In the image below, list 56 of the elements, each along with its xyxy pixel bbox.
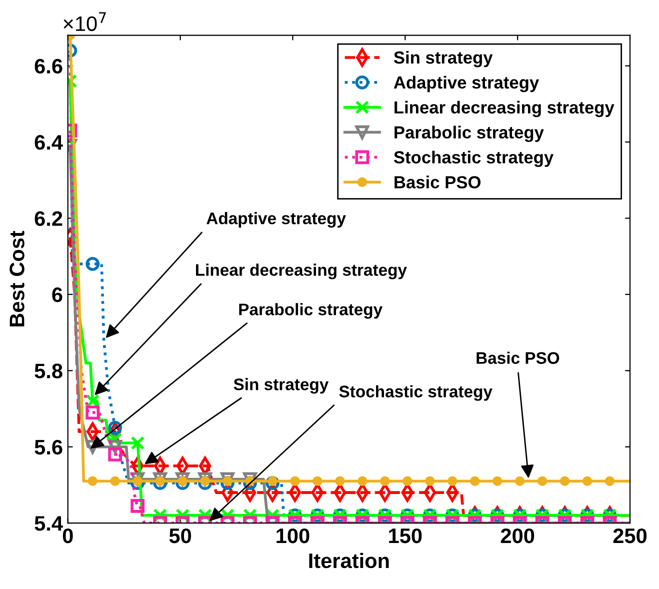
x-tick-label: 250 <box>613 528 647 544</box>
point <box>198 472 212 486</box>
y-tick-label: 5.6 <box>34 440 62 455</box>
point <box>604 476 615 486</box>
y-tick-label: 6 <box>52 287 62 302</box>
point <box>86 257 100 271</box>
annotation: Stochastic strategy <box>339 385 492 401</box>
point <box>560 476 570 486</box>
point <box>153 472 168 486</box>
point <box>358 476 368 486</box>
point <box>312 476 322 486</box>
text: ×10$^{7}$ <box>64 12 106 32</box>
x-tick-label: 100 <box>276 528 310 544</box>
legend-label: Adaptive strategy <box>394 76 540 92</box>
point <box>514 476 525 486</box>
point <box>290 476 300 486</box>
annotation: Linear decreasing strategy <box>196 264 407 280</box>
point <box>425 476 435 486</box>
point <box>110 476 120 486</box>
y-tick-label: 6.4 <box>34 135 63 150</box>
legend-label: Basic PSO <box>394 176 481 188</box>
point <box>88 476 98 486</box>
point <box>582 476 592 486</box>
legend-label: Stochastic strategy <box>394 150 554 167</box>
point <box>335 476 345 486</box>
point <box>380 476 390 486</box>
annotation: Adaptive strategy <box>206 212 346 228</box>
y-axis-title: Best Cost <box>10 230 24 326</box>
point <box>537 476 548 486</box>
y-tick-label: 6.6 <box>34 58 62 74</box>
point <box>130 498 145 513</box>
x-tick-label: 200 <box>500 528 534 544</box>
point <box>130 436 145 450</box>
point <box>470 476 480 486</box>
point <box>108 448 122 462</box>
point <box>220 472 234 486</box>
annotation: Basic PSO <box>476 352 560 364</box>
legend-label: Parabolic strategy <box>394 126 544 142</box>
legend-label: Sin strategy <box>394 50 493 68</box>
point <box>108 420 122 435</box>
x-tick-label: 0 <box>62 528 73 544</box>
x-axis-title: Iteration <box>309 552 389 568</box>
point <box>86 406 100 420</box>
point <box>130 472 145 486</box>
point <box>492 476 502 486</box>
annotation: Parabolic strategy <box>239 303 383 319</box>
y-tick-label: 5.8 <box>34 364 62 378</box>
y-tick-label: 6.2 <box>34 211 62 226</box>
point <box>176 472 190 486</box>
point <box>448 476 458 486</box>
x-tick-label: 50 <box>169 528 192 544</box>
annotation: Sin strategy <box>234 378 329 394</box>
legend-label: Linear decreasing strategy <box>394 100 614 118</box>
point <box>402 476 412 486</box>
x-tick-label: 150 <box>389 528 422 544</box>
y-tick-label: 5.4 <box>34 516 63 531</box>
